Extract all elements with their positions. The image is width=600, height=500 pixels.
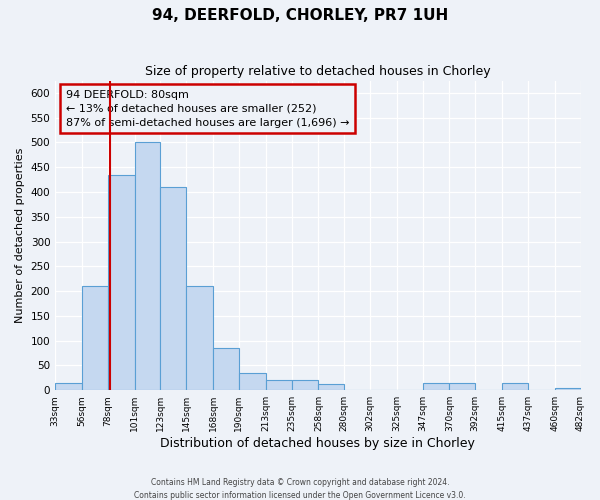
Bar bbox=[266, 380, 292, 390]
Bar bbox=[292, 380, 319, 390]
Bar bbox=[135, 142, 160, 390]
Bar bbox=[319, 384, 344, 390]
Bar bbox=[239, 373, 266, 390]
Bar bbox=[449, 383, 475, 390]
Text: 94 DEERFOLD: 80sqm
← 13% of detached houses are smaller (252)
87% of semi-detach: 94 DEERFOLD: 80sqm ← 13% of detached hou… bbox=[65, 90, 349, 128]
Y-axis label: Number of detached properties: Number of detached properties bbox=[15, 148, 25, 323]
Bar bbox=[422, 383, 449, 390]
Title: Size of property relative to detached houses in Chorley: Size of property relative to detached ho… bbox=[145, 65, 491, 78]
Bar bbox=[82, 286, 108, 390]
Bar bbox=[213, 348, 239, 390]
Bar bbox=[186, 286, 213, 390]
Bar bbox=[160, 187, 186, 390]
Bar bbox=[108, 174, 135, 390]
Bar bbox=[555, 388, 581, 390]
Bar bbox=[55, 383, 82, 390]
Text: 94, DEERFOLD, CHORLEY, PR7 1UH: 94, DEERFOLD, CHORLEY, PR7 1UH bbox=[152, 8, 448, 22]
Bar bbox=[502, 383, 528, 390]
Text: Contains HM Land Registry data © Crown copyright and database right 2024.
Contai: Contains HM Land Registry data © Crown c… bbox=[134, 478, 466, 500]
X-axis label: Distribution of detached houses by size in Chorley: Distribution of detached houses by size … bbox=[160, 437, 475, 450]
